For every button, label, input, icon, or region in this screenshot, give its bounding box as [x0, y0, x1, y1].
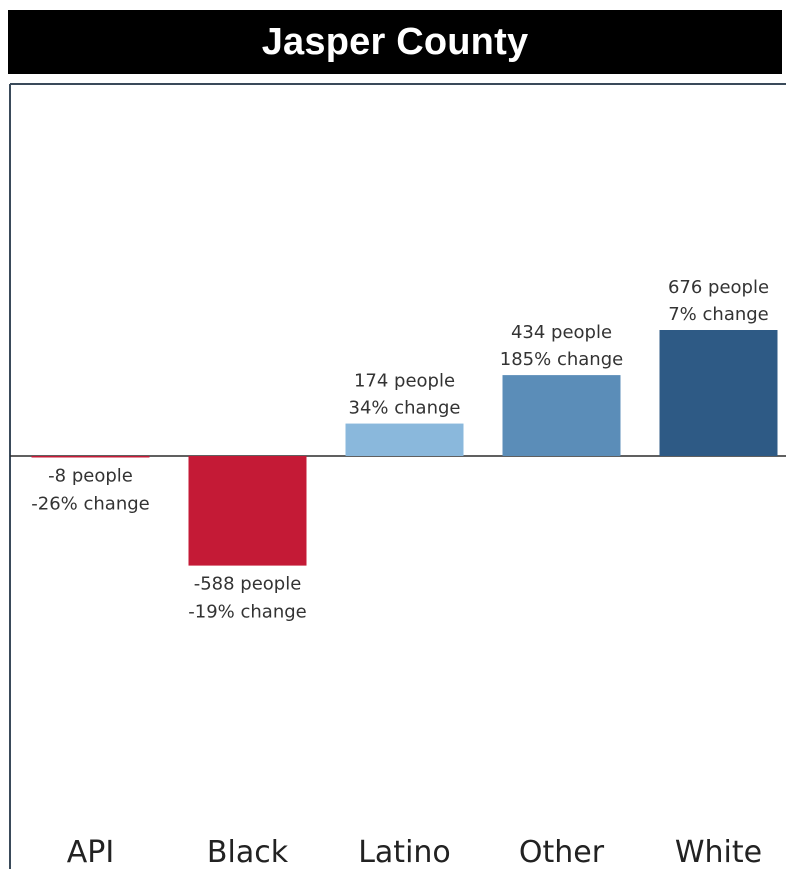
bar-white: [659, 330, 778, 456]
category-label-latino: Latino: [358, 835, 451, 869]
category-labels-group: API Black Latino Other White: [67, 835, 762, 869]
bar-other: [502, 375, 621, 456]
value-label-other-change: 185% change: [500, 349, 623, 370]
value-label-black-people: -588 people: [194, 574, 302, 595]
value-label-white-people: 676 people: [668, 277, 769, 298]
value-labels-group: -8 people -26% change -588 people -19% chan…: [31, 277, 769, 623]
chart-title: Jasper County: [8, 10, 782, 74]
value-label-other-people: 434 people: [511, 322, 612, 343]
value-label-black-change: -19% change: [188, 602, 306, 623]
category-label-black: Black: [207, 835, 289, 869]
value-label-api-people: -8 people: [48, 465, 133, 486]
bar-api: [31, 456, 150, 458]
category-label-api: API: [67, 835, 114, 869]
value-label-api-change: -26% change: [31, 493, 149, 514]
category-label-other: Other: [519, 835, 605, 869]
bar-latino: [345, 423, 464, 456]
value-label-white-change: 7% change: [668, 304, 769, 325]
bar-black: [188, 456, 307, 566]
bars-group: [31, 330, 778, 566]
category-label-white: White: [675, 835, 762, 869]
value-label-latino-change: 34% change: [349, 398, 461, 419]
value-label-latino-people: 174 people: [354, 371, 455, 392]
